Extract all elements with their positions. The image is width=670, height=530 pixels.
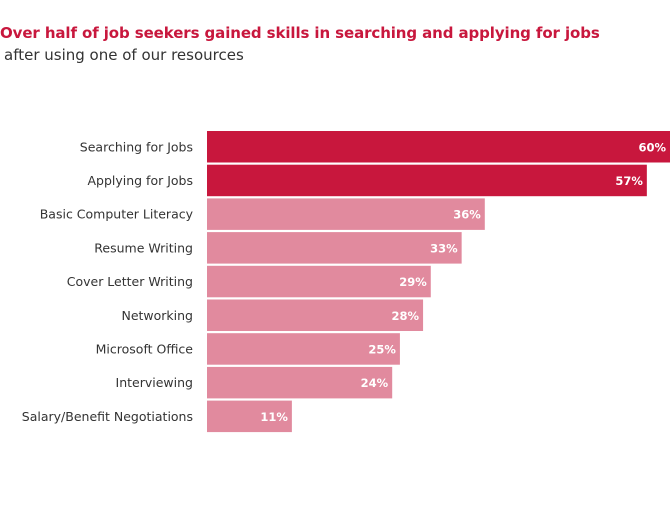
bar — [207, 232, 462, 264]
bar — [207, 400, 292, 433]
data-label: 24% — [361, 376, 389, 390]
bar — [207, 164, 647, 197]
bar — [207, 265, 431, 298]
bar — [207, 198, 485, 230]
category-label: Applying for Jobs — [87, 173, 193, 188]
data-label: 36% — [453, 208, 481, 222]
category-label: Cover Letter Writing — [67, 274, 193, 289]
data-label: 60% — [638, 140, 666, 154]
category-label: Resume Writing — [94, 240, 193, 255]
bar — [207, 333, 400, 365]
bar — [207, 366, 393, 399]
category-label: Interviewing — [116, 375, 193, 390]
chart-subtitle: after using one of our resources — [4, 46, 244, 64]
chart-title: Over half of job seekers gained skills i… — [0, 24, 600, 42]
category-label: Microsoft Office — [96, 341, 194, 356]
data-label: 11% — [260, 410, 288, 424]
data-label: 25% — [368, 342, 396, 356]
data-label: 57% — [615, 174, 643, 188]
data-label: 33% — [430, 241, 458, 255]
bar — [207, 299, 424, 331]
data-label: 29% — [399, 275, 427, 289]
category-label: Searching for Jobs — [80, 139, 193, 154]
bar — [207, 131, 670, 163]
data-label: 28% — [392, 309, 420, 323]
category-label: Salary/Benefit Negotiations — [22, 409, 193, 424]
category-label: Basic Computer Literacy — [40, 207, 194, 222]
category-label: Networking — [121, 308, 193, 323]
